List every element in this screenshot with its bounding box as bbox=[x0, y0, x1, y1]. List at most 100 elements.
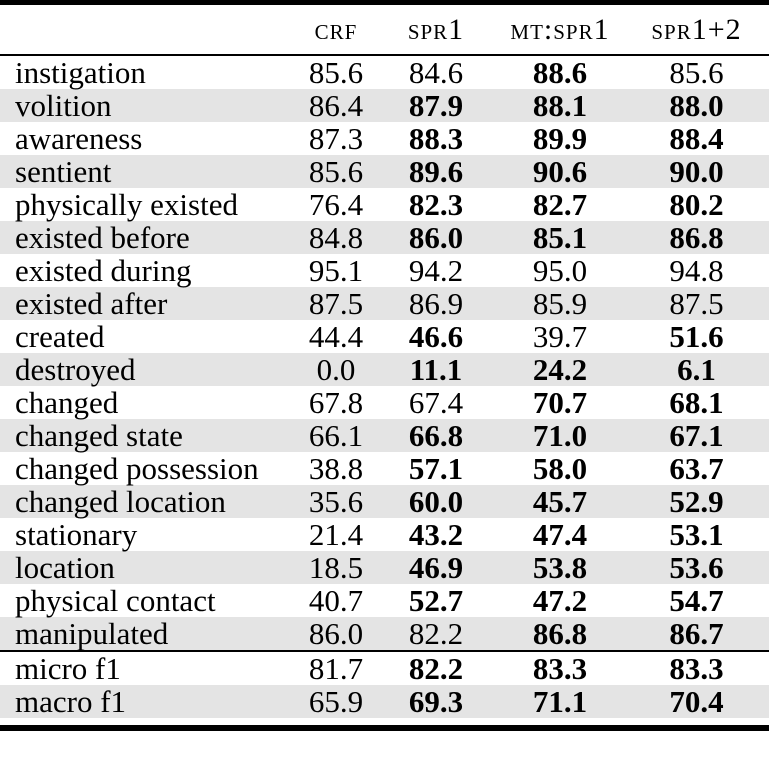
value-cell: 53.6 bbox=[669, 550, 724, 585]
table-row: changed possession 38.8 57.1 58.0 63.7 bbox=[0, 452, 769, 485]
value-cell: 95.0 bbox=[532, 253, 588, 288]
value-cell: 81.7 bbox=[296, 650, 376, 685]
row-label: existed after bbox=[15, 286, 168, 321]
row-label: changed bbox=[15, 385, 119, 420]
value-cell: 66.8 bbox=[408, 418, 464, 453]
header-col-crf: CRF bbox=[296, 2, 376, 56]
header-empty-cell bbox=[0, 2, 296, 56]
row-label: micro f1 bbox=[0, 650, 296, 685]
value-cell: 89.9 bbox=[532, 121, 588, 156]
table-row: volition 86.4 87.9 88.1 88.0 bbox=[0, 89, 769, 122]
value-cell: 44.4 bbox=[308, 319, 364, 354]
value-cell: 40.7 bbox=[308, 583, 364, 618]
row-label: destroyed bbox=[15, 352, 136, 387]
table-row: manipulated 86.0 82.2 86.8 86.7 bbox=[0, 617, 769, 651]
header-col-spr1plus2: SPR1+2 bbox=[624, 2, 769, 56]
table-row: existed during 95.1 94.2 95.0 94.8 bbox=[0, 254, 769, 287]
value-cell: 11.1 bbox=[409, 352, 463, 387]
value-cell: 86.9 bbox=[408, 286, 464, 321]
value-cell: 51.6 bbox=[669, 319, 724, 354]
value-cell: 52.7 bbox=[408, 583, 464, 618]
row-label: location bbox=[15, 550, 115, 585]
value-cell: 82.7 bbox=[532, 187, 588, 222]
value-cell: 70.7 bbox=[532, 385, 588, 420]
value-cell: 84.8 bbox=[308, 220, 364, 255]
row-label: existed during bbox=[15, 253, 192, 288]
results-table: CRF SPR1 MT:SPR1 SPR1+2 instigation 85.6 8… bbox=[0, 0, 769, 718]
value-cell: 86.8 bbox=[669, 220, 724, 255]
value-cell: 39.7 bbox=[532, 319, 588, 354]
value-cell: 65.9 bbox=[308, 684, 364, 719]
table-row: macro f1 65.9 69.3 71.1 70.4 bbox=[0, 685, 769, 718]
value-cell: 85.6 bbox=[669, 55, 724, 90]
header-col-spr1: SPR1 bbox=[376, 2, 496, 56]
value-cell: 70.4 bbox=[669, 684, 724, 719]
value-cell: 43.2 bbox=[408, 517, 464, 552]
row-label: awareness bbox=[15, 121, 143, 156]
value-cell: 46.9 bbox=[408, 550, 464, 585]
row-label: volition bbox=[15, 88, 112, 123]
table-row: existed before 84.8 86.0 85.1 86.8 bbox=[0, 221, 769, 254]
value-cell: 6.1 bbox=[677, 352, 716, 387]
value-cell: 88.4 bbox=[669, 121, 724, 156]
value-cell: 53.8 bbox=[532, 550, 588, 585]
row-label: physical contact bbox=[15, 583, 216, 618]
value-cell: 0.0 bbox=[316, 352, 356, 387]
table-row: awareness 87.3 88.3 89.9 88.4 bbox=[0, 122, 769, 155]
row-label: created bbox=[15, 319, 105, 354]
f1-summary-section: micro f1 81.7 82.2 83.3 83.3 macro f1 65.9 69.3… bbox=[0, 650, 769, 718]
property-rows-section: instigation 85.6 84.6 88.6 85.6 volition 86.4 8… bbox=[0, 55, 769, 651]
value-cell: 21.4 bbox=[308, 517, 364, 552]
row-label: changed possession bbox=[15, 451, 259, 486]
value-cell: 66.1 bbox=[308, 418, 364, 453]
table-bottom-rule bbox=[0, 725, 769, 731]
table-row: instigation 85.6 84.6 88.6 85.6 bbox=[0, 55, 769, 89]
table-row: changed state 66.1 66.8 71.0 67.1 bbox=[0, 419, 769, 452]
row-label: macro f1 bbox=[15, 684, 127, 719]
value-cell: 47.2 bbox=[532, 583, 588, 618]
row-label: manipulated bbox=[15, 616, 169, 651]
table-row: location 18.5 46.9 53.8 53.6 bbox=[0, 551, 769, 584]
table-row: physical contact 40.7 52.7 47.2 54.7 bbox=[0, 584, 769, 617]
value-cell: 67.8 bbox=[308, 385, 364, 420]
value-cell: 57.1 bbox=[408, 451, 464, 486]
value-cell: 71.0 bbox=[532, 418, 588, 453]
value-cell: 86.7 bbox=[669, 616, 724, 651]
value-cell: 85.6 bbox=[308, 55, 364, 90]
value-cell: 95.1 bbox=[308, 253, 364, 288]
header-row: CRF SPR1 MT:SPR1 SPR1+2 bbox=[0, 2, 769, 56]
value-cell: 86.4 bbox=[308, 88, 364, 123]
value-cell: 94.2 bbox=[408, 253, 464, 288]
value-cell: 87.5 bbox=[308, 286, 364, 321]
value-cell: 58.0 bbox=[532, 451, 588, 486]
value-cell: 85.6 bbox=[308, 154, 364, 189]
value-cell: 85.1 bbox=[532, 220, 588, 255]
value-cell: 53.1 bbox=[669, 517, 724, 552]
value-cell: 35.6 bbox=[308, 484, 364, 519]
value-cell: 80.2 bbox=[669, 187, 724, 222]
value-cell: 90.6 bbox=[532, 154, 588, 189]
table-row: micro f1 81.7 82.2 83.3 83.3 bbox=[0, 650, 769, 685]
value-cell: 54.7 bbox=[669, 583, 724, 618]
table-row: changed 67.8 67.4 70.7 68.1 bbox=[0, 386, 769, 419]
value-cell: 46.6 bbox=[408, 319, 464, 354]
value-cell: 52.9 bbox=[669, 484, 724, 519]
value-cell: 45.7 bbox=[532, 484, 588, 519]
value-cell: 63.7 bbox=[669, 451, 724, 486]
value-cell: 71.1 bbox=[532, 684, 588, 719]
value-cell: 88.6 bbox=[532, 55, 588, 90]
table-row: physically existed 76.4 82.3 82.7 80.2 bbox=[0, 188, 769, 221]
value-cell: 69.3 bbox=[408, 684, 464, 719]
value-cell: 87.3 bbox=[308, 121, 364, 156]
value-cell: 60.0 bbox=[408, 484, 464, 519]
value-cell: 82.2 bbox=[408, 616, 464, 651]
value-cell: 86.0 bbox=[408, 220, 464, 255]
paper-results-table-figure: CRF SPR1 MT:SPR1 SPR1+2 instigation 85.6 8… bbox=[0, 0, 769, 731]
value-cell: 84.6 bbox=[408, 55, 464, 90]
table-row: changed location 35.6 60.0 45.7 52.9 bbox=[0, 485, 769, 518]
value-cell: 82.3 bbox=[408, 187, 464, 222]
header-col-mt-spr1: MT:SPR1 bbox=[496, 2, 624, 56]
table-row: created 44.4 46.6 39.7 51.6 bbox=[0, 320, 769, 353]
value-cell: 86.0 bbox=[308, 616, 364, 651]
value-cell: 68.1 bbox=[669, 385, 724, 420]
